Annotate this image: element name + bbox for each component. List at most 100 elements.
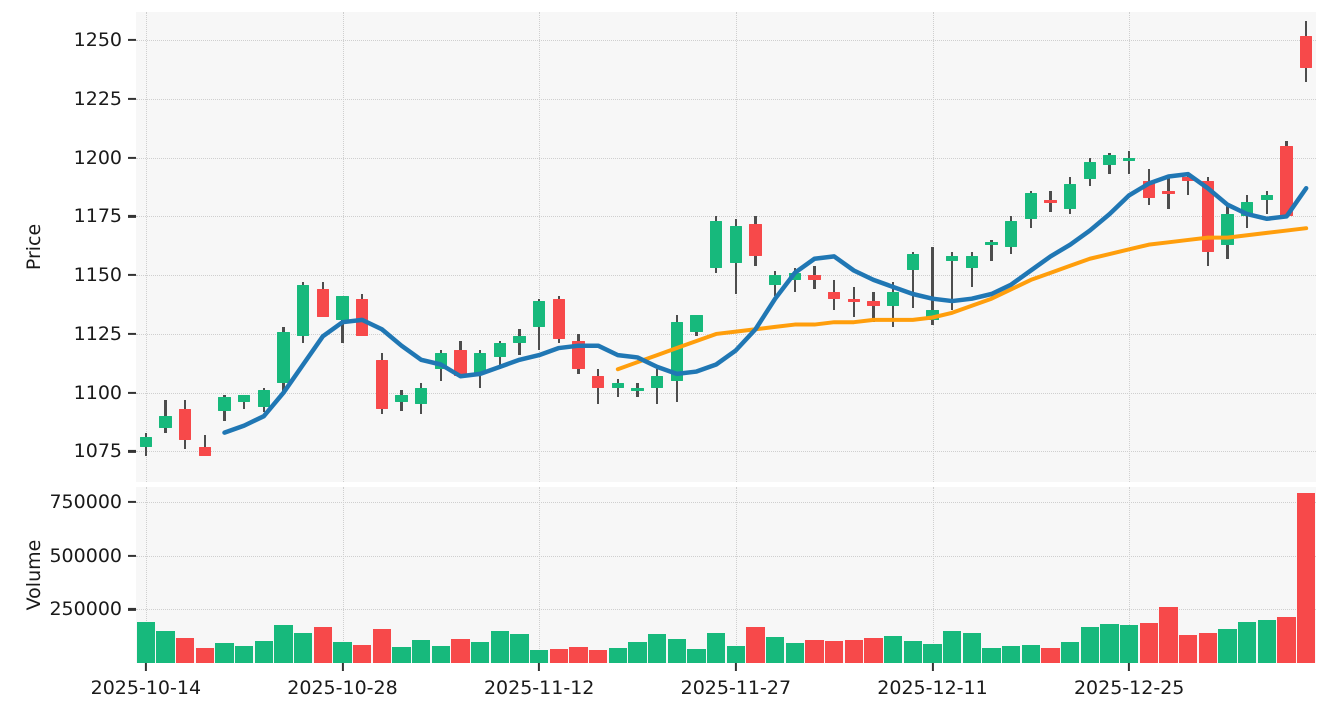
volume-bar-down [805, 640, 824, 663]
volume-panel [136, 487, 1316, 663]
price-tick-label: 1250 [73, 29, 122, 52]
candle-body-down [198, 446, 211, 457]
candle-body-down [867, 301, 880, 306]
volume-bar-up [470, 641, 490, 663]
price-gridline [136, 40, 1316, 42]
candle-body-up [533, 301, 546, 327]
volume-bar-down [1277, 616, 1296, 663]
candle-body-up [690, 315, 703, 332]
candle-body-up [474, 352, 487, 374]
price-gridline [136, 157, 1316, 159]
date-tick-label: 2025-12-11 [877, 677, 988, 699]
volume-bar-down [1159, 607, 1178, 663]
candle-body-down [356, 298, 369, 337]
price-gridline [136, 216, 1316, 218]
volume-bar-up [1100, 624, 1119, 663]
date-tick-mark [538, 663, 541, 671]
price-gridline [136, 392, 1316, 394]
candle-body-down [1044, 200, 1057, 203]
volume-bar-up [667, 639, 687, 663]
volume-bar-up [1237, 622, 1257, 663]
price-tick-mark [128, 156, 136, 159]
volume-bar-up [942, 630, 962, 663]
candle-body-down [1142, 181, 1155, 198]
candle-body-up [906, 254, 919, 271]
price-tick-mark [128, 391, 136, 394]
volume-bar-down [746, 626, 765, 663]
candle-body-up [493, 343, 506, 358]
volume-bar-down [1178, 635, 1198, 663]
price-gridline [136, 275, 1316, 277]
volume-bar-down [1041, 647, 1060, 663]
candle-body-up [1064, 183, 1077, 210]
candle-wick [1127, 150, 1131, 175]
candle-body-up [1260, 195, 1273, 200]
price-tick-label: 1175 [73, 205, 122, 228]
candle-body-up [710, 221, 723, 269]
volume-bar-down [1139, 623, 1159, 663]
candle-body-up [336, 296, 349, 320]
price-axis-title: Price [23, 223, 45, 271]
price-gridline [136, 333, 1316, 335]
volume-bar-up [215, 643, 234, 663]
date-gridline [735, 487, 737, 663]
price-tick-mark [128, 97, 136, 101]
candle-wick [793, 268, 797, 292]
candle-body-down [1280, 145, 1293, 217]
date-tick-label: 2025-12-25 [1073, 677, 1185, 699]
volume-tick-mark [128, 500, 136, 504]
date-tick-label: 2025-11-27 [680, 677, 792, 699]
date-tick-mark [734, 663, 737, 671]
volume-bar-up [529, 650, 549, 663]
volume-bar-up [234, 645, 254, 663]
date-gridline [1129, 487, 1131, 663]
candle-body-down [1300, 35, 1313, 69]
volume-bar-down [313, 626, 333, 663]
volume-bar-down [1198, 632, 1218, 663]
volume-bar-down [451, 639, 470, 663]
date-gridline [539, 12, 541, 482]
date-gridline [145, 487, 147, 663]
candle-body-up [159, 416, 172, 428]
candle-wick [872, 291, 875, 323]
candle-body-up [1123, 157, 1136, 161]
price-tick-mark [128, 274, 136, 277]
price-tick-mark [128, 332, 136, 336]
candle-body-up [631, 388, 644, 391]
volume-bar-down [549, 649, 569, 663]
candle-body-down [1201, 181, 1214, 252]
date-gridline [342, 487, 344, 663]
price-tick-mark [128, 215, 136, 218]
candle-body-down [828, 291, 841, 299]
volume-gridline [136, 609, 1316, 611]
candle-body-up [513, 336, 526, 344]
candle-body-down [552, 298, 565, 339]
candle-body-down [1162, 190, 1175, 194]
price-tick-label: 1150 [73, 264, 122, 287]
volume-bar-up [1218, 628, 1237, 663]
candle-body-up [965, 256, 978, 269]
candle-body-up [1005, 221, 1018, 247]
volume-tick-mark [128, 608, 136, 611]
candle-body-down [454, 350, 467, 377]
candle-body-up [670, 322, 683, 381]
volume-bar-down [844, 640, 864, 663]
candle-body-up [1083, 162, 1096, 179]
volume-bar-up [982, 648, 1001, 663]
date-gridline [932, 487, 934, 663]
candle-body-up [729, 225, 742, 264]
volume-bar-up [136, 621, 156, 663]
candle-wick [1186, 171, 1190, 196]
volume-bar-down [569, 647, 588, 663]
date-tick-label: 2025-11-12 [483, 677, 595, 699]
date-gridline [342, 12, 344, 482]
volume-bar-up [706, 632, 726, 663]
date-tick-mark [341, 663, 344, 671]
candle-body-down [1182, 176, 1195, 182]
volume-tick-label: 750000 [49, 491, 122, 514]
price-tick-label: 1100 [73, 381, 122, 404]
price-tick-mark [128, 39, 136, 42]
candle-body-up [139, 437, 152, 447]
candle-body-up [1103, 155, 1116, 165]
